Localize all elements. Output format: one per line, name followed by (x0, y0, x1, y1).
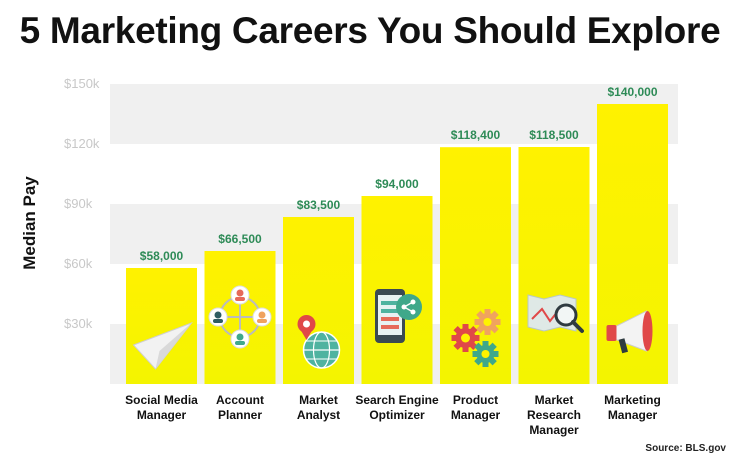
bar (518, 147, 590, 384)
category-label: Market Analyst (296, 393, 341, 422)
network-people-icon (208, 285, 272, 349)
category-label: Social Media Manager (125, 393, 198, 422)
category-label: Marketing Manager (604, 393, 661, 422)
phone-share-icon (375, 289, 422, 343)
y-tick-label: $30k (64, 316, 93, 331)
map-magnifier-icon (527, 294, 584, 333)
bar-value-label: $118,500 (529, 128, 579, 142)
background-band (110, 84, 678, 144)
y-tick-label: $120k (64, 136, 100, 151)
bar-value-label: $140,000 (607, 85, 658, 99)
bar-value-label: $83,500 (296, 198, 341, 212)
category-label: Search Engine Optimizer (355, 393, 439, 422)
y-tick-label: $150k (64, 76, 100, 91)
category-label: Account Planner (216, 393, 264, 422)
bar (440, 147, 511, 384)
category-label: Product Manager (450, 393, 501, 422)
bar-value-label: $58,000 (139, 249, 184, 263)
paper-plane-icon (132, 321, 193, 370)
gears-icon (451, 309, 501, 367)
category-label: Market Research Manager (526, 393, 582, 437)
megaphone-icon (606, 310, 653, 354)
page-title: 5 Marketing Careers You Should Explore (19, 10, 721, 51)
y-tick-label: $90k (64, 196, 93, 211)
y-axis-label: Median Pay (20, 176, 39, 270)
y-tick-label: $60k (64, 256, 93, 271)
bar-value-label: $94,000 (375, 177, 419, 191)
globe-pin-icon (297, 315, 341, 369)
bar-value-label: $66,500 (218, 232, 262, 246)
source-note: Source: BLS.gov (645, 443, 726, 454)
bar-value-label: $118,400 (450, 128, 501, 143)
